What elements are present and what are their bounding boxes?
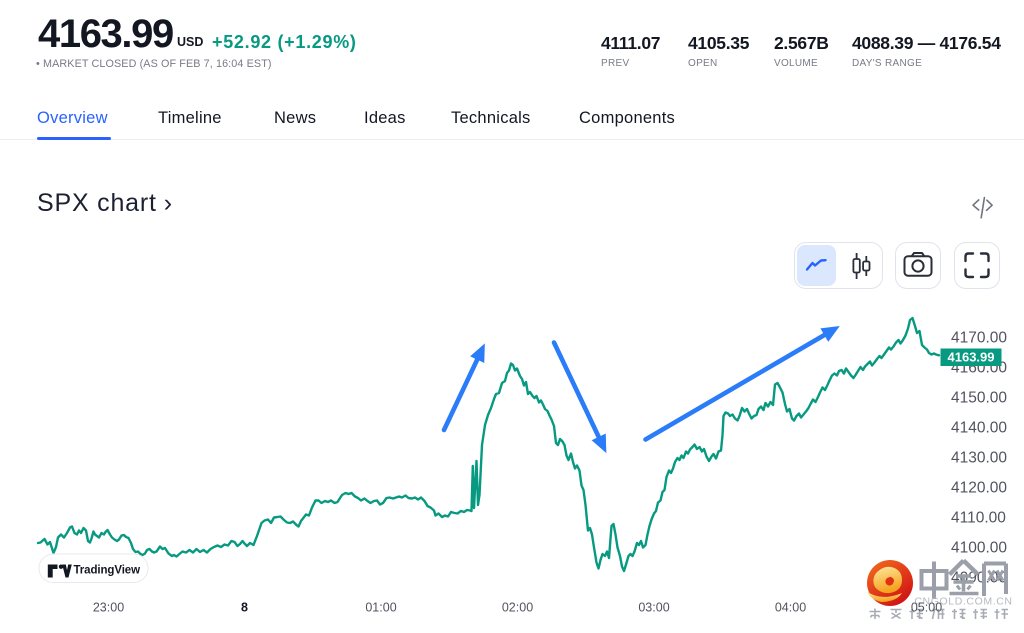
svg-text:4120.00: 4120.00: [951, 480, 1007, 497]
svg-text:8: 8: [241, 601, 248, 615]
svg-text:23:00: 23:00: [93, 601, 124, 615]
svg-text:TradingView: TradingView: [74, 564, 141, 576]
svg-text:CNGOLD.COM.CN: CNGOLD.COM.CN: [914, 596, 1012, 608]
svg-text:4150.00: 4150.00: [951, 390, 1007, 407]
svg-text:4100.00: 4100.00: [951, 540, 1007, 557]
svg-text:02:00: 02:00: [502, 601, 533, 615]
svg-text:01:00: 01:00: [365, 601, 396, 615]
svg-text:4140.00: 4140.00: [951, 420, 1007, 437]
svg-text:05:00: 05:00: [911, 601, 942, 615]
svg-text:03:00: 03:00: [638, 601, 669, 615]
svg-text:4163.99: 4163.99: [948, 350, 995, 365]
svg-text:4110.00: 4110.00: [951, 510, 1006, 527]
svg-text:4130.00: 4130.00: [951, 450, 1007, 467]
svg-text:04:00: 04:00: [775, 601, 806, 615]
svg-text:4170.00: 4170.00: [951, 330, 1007, 347]
